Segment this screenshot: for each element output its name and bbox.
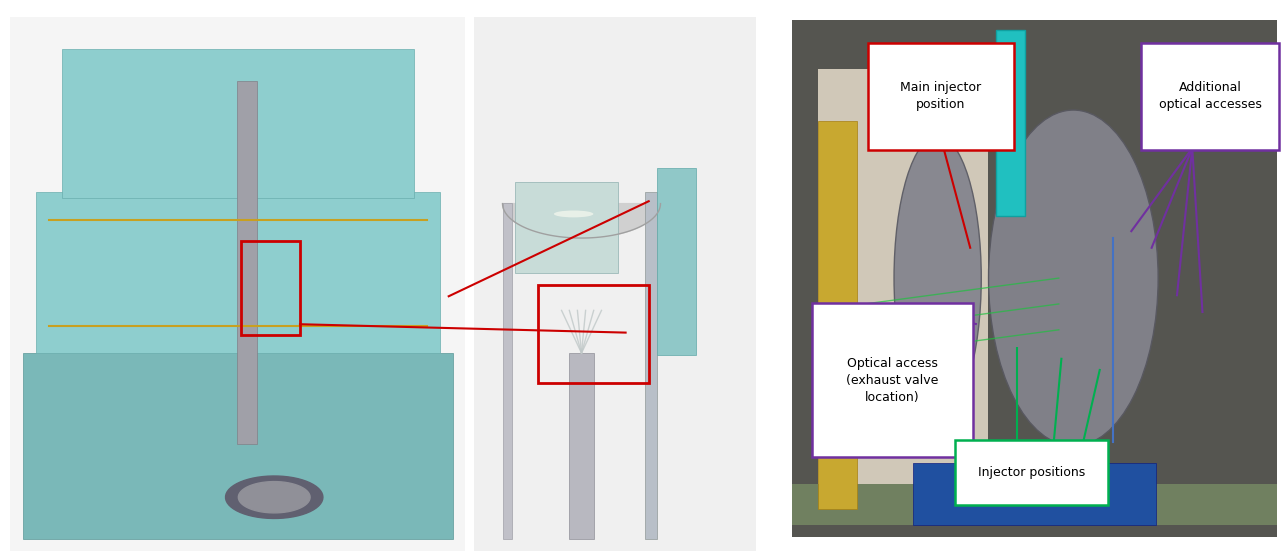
Bar	[818, 121, 856, 509]
Bar	[474, 17, 756, 551]
Bar	[569, 353, 595, 539]
FancyBboxPatch shape	[955, 440, 1108, 505]
FancyBboxPatch shape	[812, 303, 973, 457]
Polygon shape	[503, 203, 660, 238]
Bar	[818, 69, 987, 509]
Bar	[503, 203, 512, 539]
Bar	[36, 192, 440, 353]
Bar	[23, 353, 453, 539]
Bar	[237, 81, 258, 444]
Ellipse shape	[554, 211, 594, 217]
Text: Optical access
(exhaust valve
location): Optical access (exhaust valve location)	[846, 357, 938, 404]
Bar	[241, 241, 300, 335]
Bar	[515, 182, 618, 273]
Bar	[645, 192, 656, 539]
Ellipse shape	[894, 136, 981, 420]
Bar	[996, 30, 1024, 216]
Text: Additional
optical accesses: Additional optical accesses	[1159, 82, 1261, 111]
Bar	[792, 20, 1277, 537]
Polygon shape	[226, 476, 323, 518]
Bar	[914, 463, 1156, 525]
Bar	[792, 484, 1277, 525]
FancyBboxPatch shape	[1141, 43, 1279, 150]
Text: Injector positions: Injector positions	[978, 466, 1085, 479]
Polygon shape	[238, 482, 310, 513]
Ellipse shape	[988, 110, 1158, 446]
Bar	[538, 285, 649, 383]
Bar	[10, 17, 465, 551]
FancyBboxPatch shape	[868, 43, 1014, 150]
Bar	[656, 168, 696, 355]
Text: Main injector
position: Main injector position	[900, 82, 982, 111]
Bar	[62, 49, 414, 198]
